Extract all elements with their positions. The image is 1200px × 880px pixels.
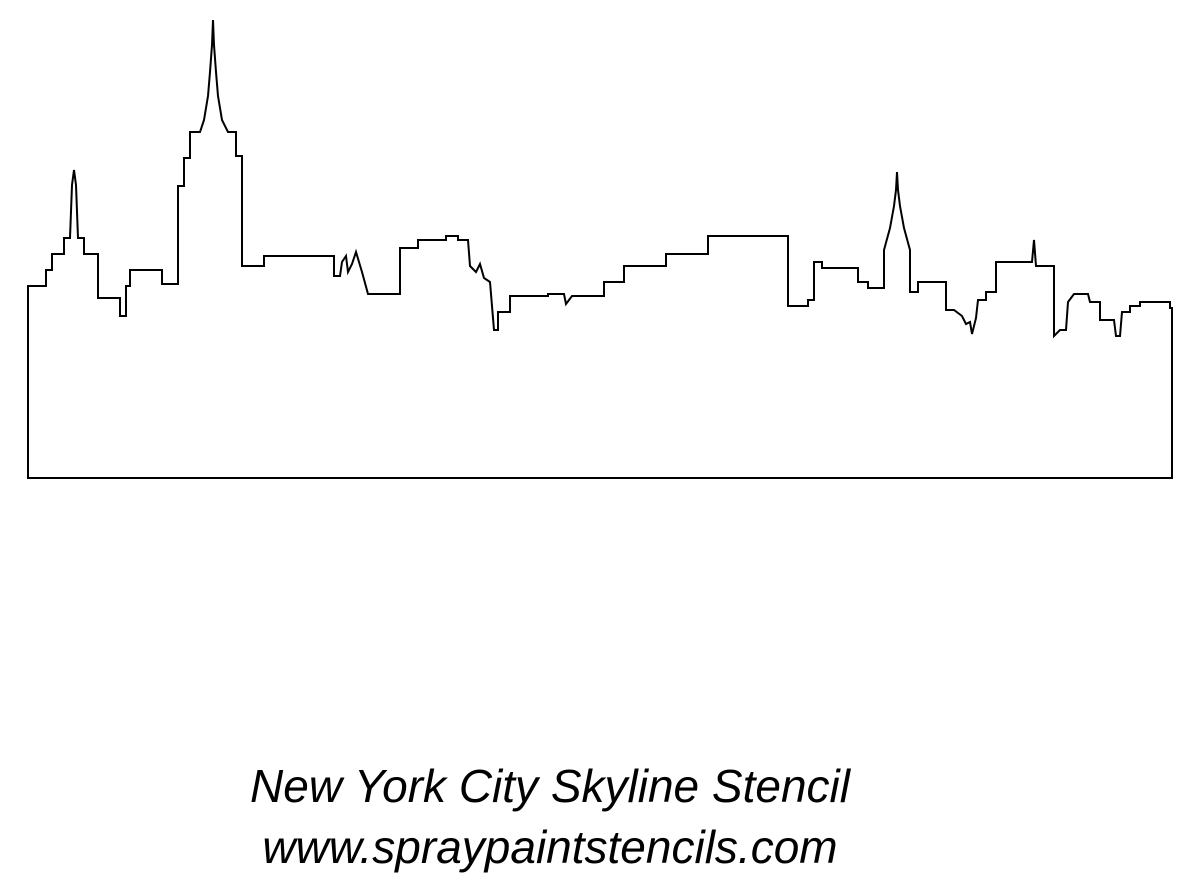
website-url: www.spraypaintstencils.com — [262, 821, 838, 873]
stencil-title: New York City Skyline Stencil — [250, 760, 850, 812]
city-skyline-outline-icon — [27, 19, 1173, 479]
